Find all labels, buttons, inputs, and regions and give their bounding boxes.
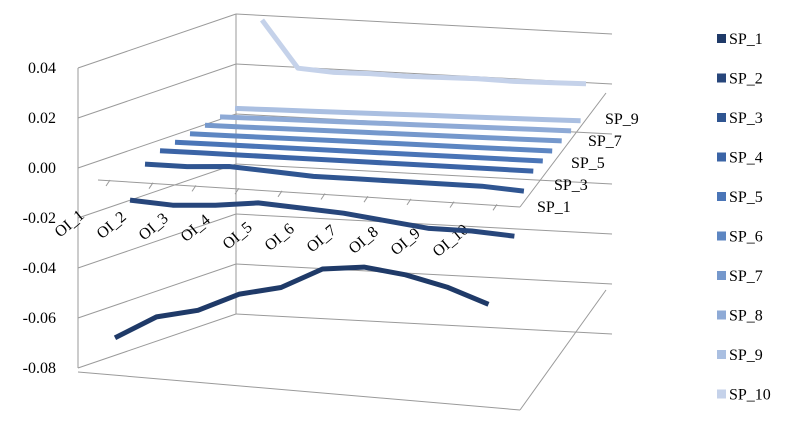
legend-label-SP_7: SP_7 [729, 268, 763, 285]
legend-label-SP_5: SP_5 [729, 189, 763, 206]
gridline-left-5 [77, 263, 237, 319]
x-tick-mark [234, 187, 240, 195]
legend-label-SP_9: SP_9 [729, 347, 763, 364]
x-tick-mark [492, 204, 498, 211]
legend-label-SP_6: SP_6 [729, 229, 763, 246]
gridline-left-3 [77, 163, 237, 219]
legend-label-SP_1: SP_1 [729, 31, 763, 48]
y-tick-label: -0.06 [23, 310, 56, 327]
gridline-left-2 [77, 113, 237, 169]
x-tick-mark [320, 193, 326, 200]
x-tick-mark [148, 182, 154, 189]
x-tick-label: OI_9 [388, 225, 424, 259]
legend-label-SP_8: SP_8 [729, 308, 763, 325]
y-tick-label: 0.00 [28, 160, 56, 177]
x-tick-label: OI_4 [178, 211, 214, 245]
series-line-SP_9 [234, 105, 581, 124]
depth-tick-label: SP_7 [588, 133, 622, 150]
y-tick-label: -0.08 [23, 360, 56, 377]
x-tick-mark [363, 195, 369, 203]
legend-swatch-SP_9 [717, 350, 726, 359]
depth-tick-label: SP_9 [605, 111, 639, 128]
gridline-back-5 [235, 263, 613, 285]
legend-swatch-SP_8 [717, 310, 726, 320]
floor-front-edge [77, 371, 521, 411]
series-line-SP_3 [144, 161, 525, 194]
x-tick-mark [105, 179, 111, 187]
x-tick-label: OI_1 [52, 207, 88, 241]
x-tick-mark [449, 201, 455, 208]
legend-swatch-SP_3 [717, 113, 726, 122]
gridline-left-0 [77, 13, 237, 69]
x-tick-mark [277, 190, 283, 198]
series-line-SP_5 [174, 139, 543, 164]
x-tick-label: OI_8 [346, 223, 382, 257]
legend-swatch-SP_2 [717, 73, 726, 83]
x-tick-label: OI_5 [220, 219, 256, 253]
series-line-SP_4 [159, 148, 534, 174]
series-line-SP_7 [204, 122, 562, 144]
y-tick-label: 0.04 [28, 60, 56, 77]
x-tick-label: OI_2 [94, 208, 130, 242]
series-line-SP_1 [113, 264, 490, 341]
legend-swatch-SP_10 [717, 389, 726, 399]
gridline-back-0 [235, 13, 613, 35]
legend-swatch-SP_4 [717, 152, 726, 162]
depth-tick-label: SP_1 [537, 199, 571, 216]
gridline-back-4 [235, 213, 613, 235]
x-tick-label: OI_3 [136, 210, 172, 244]
x-tick-mark [406, 198, 412, 206]
zero-front-edge [97, 179, 521, 208]
legend-swatch-SP_6 [717, 231, 726, 241]
gridline-back-6 [235, 313, 613, 335]
legend-swatch-SP_1 [717, 34, 726, 43]
zero-right-edge [519, 92, 607, 208]
gridline-left-4 [77, 213, 237, 269]
gridline-left-1 [77, 63, 237, 119]
depth-tick-label: SP_3 [554, 177, 588, 194]
x-tick-mark [191, 185, 197, 192]
x-tick-label: OI_7 [304, 222, 340, 256]
series-line-SP_8 [219, 114, 572, 134]
gridline-left-6 [77, 313, 237, 369]
series-line-SP_2 [129, 197, 515, 239]
y-tick-label: -0.04 [23, 260, 56, 277]
series-line-SP_6 [189, 131, 553, 154]
legend-swatch-SP_7 [717, 271, 726, 280]
legend-label-SP_4: SP_4 [729, 150, 763, 167]
floor-right-edge [519, 289, 607, 411]
x-tick-label: OI_6 [262, 220, 298, 254]
legend-swatch-SP_5 [717, 192, 726, 201]
gridline-back-3 [235, 163, 613, 185]
depth-tick-label: SP_5 [571, 155, 605, 172]
legend-label-SP_10: SP_10 [729, 387, 771, 404]
y-tick-label: 0.02 [28, 110, 56, 127]
series-line-SP_10 [259, 18, 587, 87]
legend-label-SP_3: SP_3 [729, 110, 763, 127]
legend-label-SP_2: SP_2 [729, 71, 763, 88]
y-tick-label: -0.02 [23, 210, 56, 227]
